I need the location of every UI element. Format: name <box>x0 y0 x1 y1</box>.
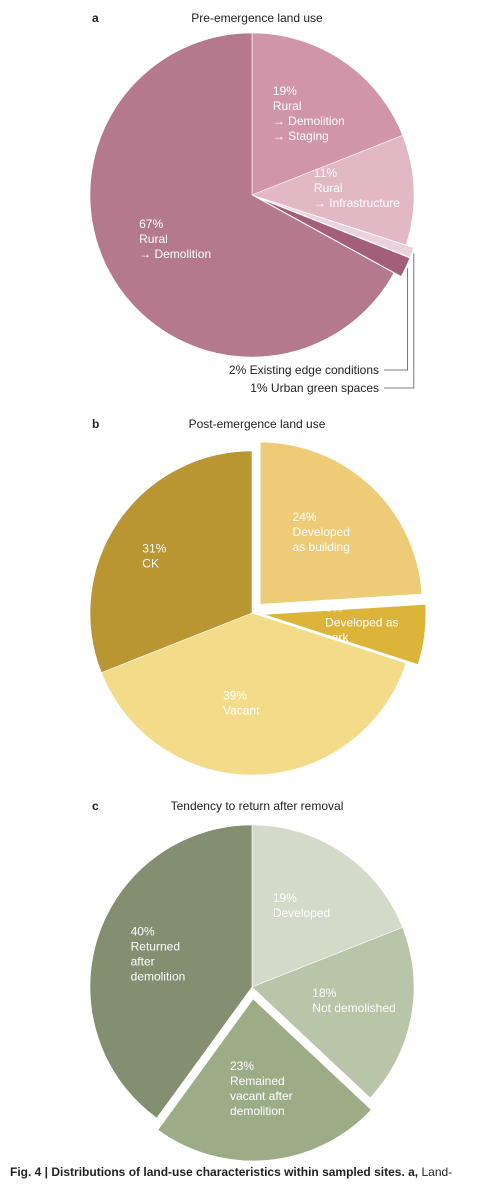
pie-slice <box>89 450 253 674</box>
slice-label: 24% Developed as building <box>293 510 350 554</box>
panel-label: b <box>92 417 99 431</box>
pie-slice <box>89 32 395 358</box>
callout-label: 1% Urban green spaces <box>250 381 379 395</box>
slice-label: 19% Developed <box>273 891 330 920</box>
slice-value-label: 2% <box>229 363 247 377</box>
slice-value-label: 67% <box>139 217 163 231</box>
slice-value-label: 18% <box>312 986 336 1000</box>
slice-category: Rural <box>314 181 343 195</box>
slice-category: CK <box>142 557 159 571</box>
chart-title: Post-emergence land use <box>189 417 326 431</box>
slice-category: after <box>131 954 155 968</box>
pie-slice <box>251 134 415 246</box>
pie-slice <box>89 824 253 1119</box>
slice-value-label: 40% <box>131 924 155 938</box>
slice-category: demolition <box>230 1104 285 1118</box>
pie-slice <box>259 441 423 605</box>
slice-category: → Infrastructure <box>314 196 400 210</box>
slice-label: 23% Remained vacant after demolition <box>230 1059 293 1118</box>
slice-label: 67% Rural → Demolition <box>139 217 211 261</box>
slice-category: as building <box>293 540 350 554</box>
slice-value-label: 24% <box>293 510 317 524</box>
slice-category: Rural <box>139 232 168 246</box>
slice-category: Vacant <box>223 703 260 717</box>
callout-line <box>384 253 415 389</box>
pie-slice <box>157 998 372 1162</box>
slice-category: Rural <box>273 99 302 113</box>
callout-label: 2% Existing edge conditions <box>229 363 379 377</box>
slice-category: Existing edge conditions <box>250 363 379 377</box>
slice-label: 18% Not demolished <box>312 986 395 1015</box>
caption-bold: Fig. 4 | Distributions of land-use chara… <box>10 1165 418 1179</box>
slice-value-label: 31% <box>142 542 166 556</box>
slice-category: Developed <box>293 525 350 539</box>
slice-label: 39% Vacant <box>223 688 260 717</box>
slice-category: → Demolition <box>273 114 345 128</box>
slice-category: vacant after <box>230 1089 293 1103</box>
slice-value-label: 19% <box>273 84 297 98</box>
slice-category: Not demolished <box>312 1001 395 1015</box>
callout-line <box>384 268 409 371</box>
slice-value-label: 23% <box>230 1059 254 1073</box>
slice-value-label: 6% <box>325 600 343 614</box>
slice-category: Developed as <box>325 615 398 629</box>
chart-title: Tendency to return after removal <box>171 799 344 813</box>
slice-category: → Staging <box>273 129 329 143</box>
slice-label: 11% Rural → Infrastructure <box>314 166 400 210</box>
slice-category: demolition <box>131 969 186 983</box>
chart-title: Pre-emergence land use <box>191 11 323 25</box>
pie-slice <box>251 824 404 988</box>
slice-label: 19% Rural → Demolition → Staging <box>273 84 345 143</box>
slice-category: Developed <box>273 906 330 920</box>
panel-label: a <box>92 11 99 25</box>
slice-value-label: 39% <box>223 688 247 702</box>
slice-label: 31% CK <box>142 542 166 571</box>
caption-text: Land- <box>421 1165 452 1179</box>
panel-label: c <box>92 799 99 813</box>
slice-category: → Demolition <box>139 247 211 261</box>
slice-value-label: 1% <box>250 381 268 395</box>
caption: Fig. 4 | Distributions of land-use chara… <box>10 1165 452 1179</box>
slice-category: Remained <box>230 1074 285 1088</box>
slice-category: Returned <box>131 939 180 953</box>
pie-slice <box>100 612 407 776</box>
slice-value-label: 11% <box>314 166 337 180</box>
slice-value-label: 19% <box>273 891 297 905</box>
pie-slice <box>263 604 427 665</box>
pie-slice <box>251 926 415 1099</box>
pie-slice <box>259 197 414 258</box>
slice-category: Urban green spaces <box>271 381 379 395</box>
slice-label: 40% Returned after demolition <box>131 924 186 983</box>
pie-slice <box>259 198 411 277</box>
pie-slice <box>251 32 404 196</box>
